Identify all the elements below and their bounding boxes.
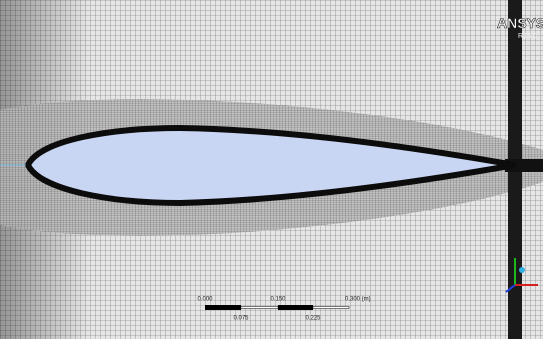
- mesh-viewport: ANSYS R15.0 0.000 0.150 0.300 (m) 0.075 …: [0, 0, 543, 339]
- scale-segment: [313, 307, 349, 309]
- logo-version: R15.0: [518, 33, 537, 40]
- scale-segment: [278, 305, 313, 310]
- logo-brand: ANSYS: [497, 15, 543, 31]
- scale-segment: [241, 307, 278, 309]
- scale-label: 0.075: [233, 316, 249, 322]
- scale-label: 0.300 (m): [345, 297, 371, 303]
- scale-label: 0.150: [270, 297, 286, 303]
- axis-glyph: [519, 267, 525, 273]
- scale-segment: [205, 305, 241, 310]
- page: {"logo": {"brand": "ANSYS", "version": "…: [0, 0, 543, 339]
- scale-label: 0.000: [197, 297, 213, 303]
- scale-label: 0.225: [305, 316, 321, 322]
